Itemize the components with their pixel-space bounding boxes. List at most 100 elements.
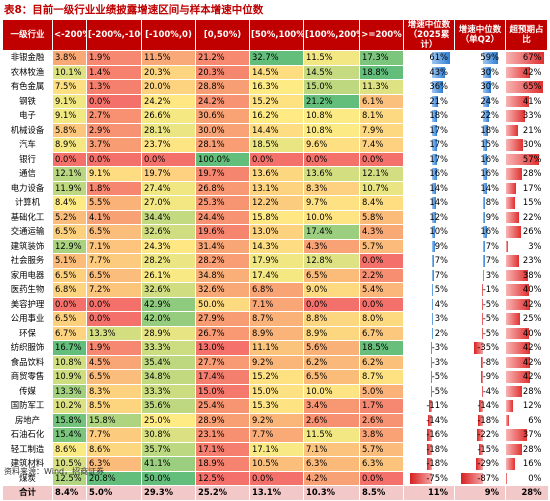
distribution-cell: 7.5%	[52, 79, 87, 95]
beat-ratio-value: 3%	[528, 240, 542, 251]
column-header: 增速中位数（单Q2）	[454, 19, 506, 51]
distribution-cell: 15.0%	[249, 384, 304, 399]
beat-ratio-value: 42%	[522, 66, 542, 77]
distribution-cell: 4.1%	[86, 210, 142, 225]
growth-bar-positive	[483, 139, 487, 151]
median-growth-ytd-cell: 36%	[403, 79, 455, 95]
distribution-cell: 11.5%	[303, 427, 360, 443]
growth-value: 14%	[429, 197, 448, 208]
growth-value: -87%	[477, 472, 499, 483]
beat-expectation-cell: 0%	[505, 471, 548, 486]
column-header: [-100%,0)	[141, 19, 196, 51]
distribution-cell: 0.0%	[86, 297, 142, 312]
distribution-cell: 10.0%	[303, 384, 360, 399]
distribution-cell: 28.9%	[141, 326, 196, 341]
distribution-cell: 28.9%	[195, 413, 250, 428]
distribution-cell: 1.4%	[86, 65, 142, 80]
growth-value: 22%	[480, 110, 499, 121]
distribution-cell: 5.2%	[52, 210, 87, 225]
growth-bar-negative	[478, 414, 483, 426]
beat-ratio-value: 21%	[522, 124, 542, 135]
distribution-cell: 0.0%	[52, 297, 87, 312]
median-growth-q2-cell: -5%	[454, 326, 506, 341]
beat-expectation-cell: 17%	[505, 181, 548, 196]
beat-ratio-bar	[506, 371, 530, 383]
distribution-cell: 20.3%	[141, 65, 196, 80]
distribution-cell: 6.5%	[303, 369, 360, 385]
growth-value: 9%	[434, 240, 448, 251]
industry-name: 商贸零售	[2, 369, 53, 385]
beat-ratio-value: 40%	[522, 327, 542, 338]
median-growth-q2-cell: 59%	[454, 50, 506, 66]
median-growth-ytd-cell: 9%	[403, 239, 455, 254]
table-row: 纺织服饰 16.7% 1.9% 33.3% 13.0% 11.1% 5.6% 18.5% -3%…	[2, 340, 548, 356]
distribution-cell: 41.1%	[141, 456, 196, 472]
beat-ratio-value: 65%	[522, 81, 542, 92]
table-row: 公用事业 6.5% 0.0% 42.0% 27.9% 8.7% 8.8% 8.0% 3% -5% 2…	[2, 311, 548, 327]
distribution-cell: 8.0%	[359, 311, 404, 327]
growth-value: 2%	[434, 327, 448, 338]
industry-name: 电力设备	[2, 181, 53, 196]
growth-value: 16%	[429, 168, 448, 179]
beat-ratio-value: 15%	[522, 197, 542, 208]
growth-bar-positive	[483, 211, 485, 223]
distribution-cell: 7.7%	[86, 427, 142, 443]
distribution-cell: 25.2%	[195, 485, 250, 501]
distribution-cell: 6.5%	[52, 268, 87, 283]
distribution-cell: 3.7%	[86, 137, 142, 153]
distribution-cell: 17.9%	[249, 253, 304, 269]
growth-value: 14%	[480, 182, 499, 193]
distribution-cell: 12.8%	[303, 253, 360, 269]
growth-value: 8%	[485, 197, 499, 208]
distribution-cell: 3.4%	[303, 398, 360, 414]
distribution-cell: 8.1%	[359, 108, 404, 124]
growth-value: 7%	[485, 255, 499, 266]
growth-bar-positive	[432, 153, 437, 165]
industry-name: 有色金属	[2, 79, 53, 95]
median-growth-q2-cell: -18%	[454, 413, 506, 428]
distribution-cell: 10.8%	[303, 108, 360, 124]
growth-bar-positive	[483, 124, 488, 136]
distribution-cell: 6.1%	[359, 94, 404, 109]
distribution-cell: 50.0%	[195, 297, 250, 312]
median-growth-ytd-cell: 61%	[403, 50, 455, 66]
beat-ratio-bar	[506, 211, 519, 223]
growth-bar-negative	[482, 284, 483, 296]
distribution-cell: 9.2%	[249, 413, 304, 428]
beat-ratio-value: 0%	[528, 472, 542, 483]
distribution-cell: 2.9%	[86, 123, 142, 138]
industry-name: 银行	[2, 152, 53, 167]
table-total-row: 合计 8.4% 5.0% 29.3% 25.2% 13.1% 10.3% 8.5% 11% 9% 2…	[2, 485, 548, 501]
table-row: 房地产 15.8% 15.8% 25.0% 28.9% 9.2% 2.6% 2.6% -14% -…	[2, 413, 548, 428]
table-row: 家用电器 6.5% 6.5% 26.1% 34.8% 17.4% 6.5% 2.2% 7% 3% 3…	[2, 268, 548, 283]
distribution-cell: 34.4%	[141, 210, 196, 225]
distribution-cell: 17.1%	[195, 442, 250, 457]
beat-expectation-cell: 40%	[505, 326, 548, 341]
median-growth-q2-cell: -14%	[454, 398, 506, 414]
growth-value: -29%	[477, 458, 499, 469]
distribution-cell: 28.2%	[195, 253, 250, 269]
distribution-cell: 0.0%	[52, 152, 87, 167]
table-row: 非银金融 3.8% 1.9% 11.5% 21.2% 32.7% 11.5% 17.3% 61%…	[2, 50, 548, 66]
distribution-cell: 11.5%	[141, 50, 196, 66]
beat-ratio-bar	[506, 95, 529, 107]
median-growth-q2-cell: -4%	[454, 384, 506, 399]
distribution-cell: 14.4%	[249, 123, 304, 138]
distribution-cell: 2.2%	[359, 268, 404, 283]
distribution-cell: 6.8%	[249, 282, 304, 298]
growth-bar-positive	[483, 226, 487, 238]
growth-bar-positive	[483, 182, 487, 194]
growth-value: 30%	[480, 81, 499, 92]
growth-bar-positive	[432, 182, 436, 194]
beat-ratio-value: 12%	[522, 400, 542, 411]
distribution-cell: 17.4%	[195, 369, 250, 385]
industry-name: 合计	[2, 485, 53, 501]
distribution-cell: 25.0%	[141, 413, 196, 428]
table-row: 农林牧渔 10.1% 1.4% 20.3% 20.3% 14.5% 14.5% 18.8% 43…	[2, 65, 548, 80]
beat-ratio-bar	[506, 182, 516, 194]
beat-ratio-bar	[506, 298, 530, 310]
distribution-cell: 15.2%	[249, 94, 304, 109]
industry-name: 社会服务	[2, 253, 53, 269]
beat-expectation-cell: 28%	[505, 166, 548, 182]
median-growth-q2-cell: 18%	[454, 123, 506, 138]
